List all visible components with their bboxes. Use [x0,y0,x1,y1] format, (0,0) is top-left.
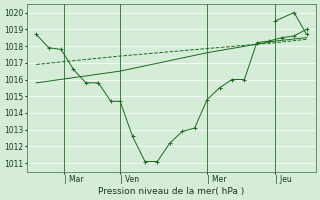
X-axis label: Pression niveau de la mer( hPa ): Pression niveau de la mer( hPa ) [98,187,244,196]
